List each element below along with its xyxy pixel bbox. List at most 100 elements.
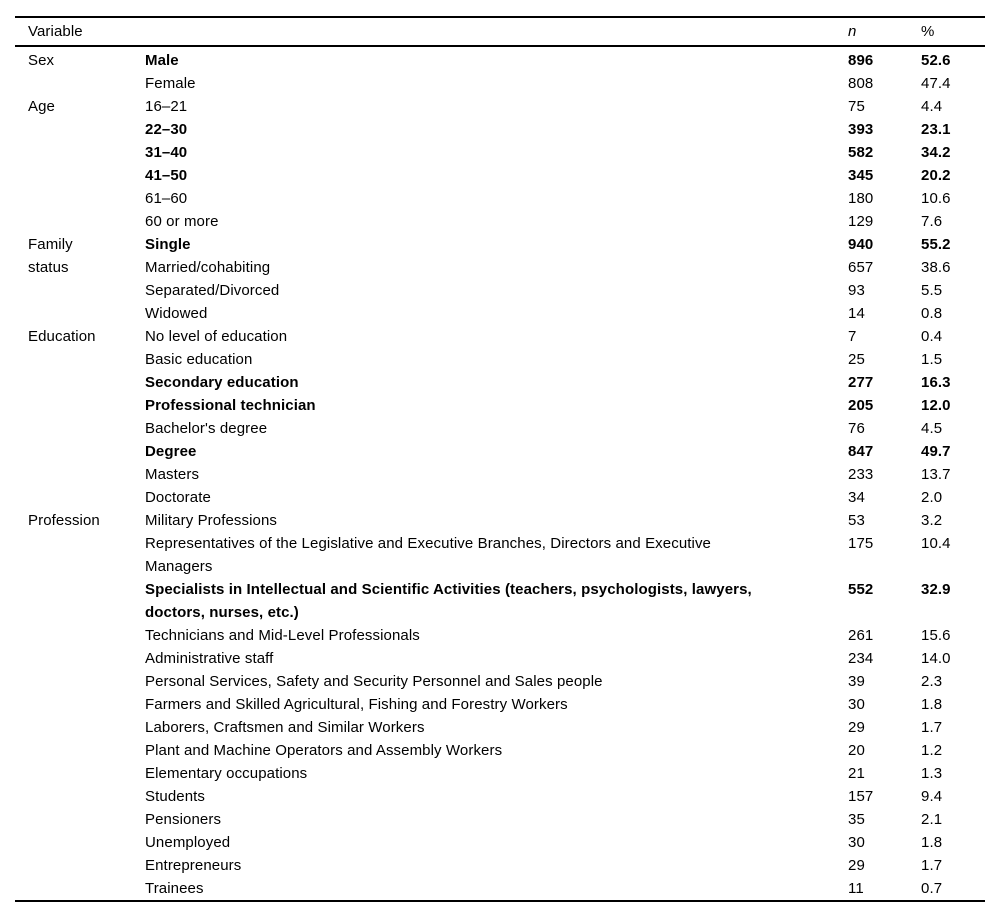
pct-value: 2.3 xyxy=(921,673,943,690)
pct-value: 32.9 xyxy=(921,581,951,598)
n-value: 53 xyxy=(848,512,865,529)
category-label: Trainees xyxy=(145,880,204,897)
n-value: 657 xyxy=(848,259,874,276)
category-label: Laborers, Craftsmen and Similar Workers xyxy=(145,719,425,736)
category-label: 16–21 xyxy=(145,98,188,115)
table-row: Professional technician 205 12.0 xyxy=(15,394,985,417)
pct-value: 34.2 xyxy=(921,144,951,161)
table-row: Farmers and Skilled Agricultural, Fishin… xyxy=(15,693,985,716)
category-label: Masters xyxy=(145,466,200,483)
table-row: 60 or more 129 7.6 xyxy=(15,210,985,233)
col-header-n: n xyxy=(848,17,922,47)
pct-value: 4.5 xyxy=(921,420,943,437)
pct-value: 5.5 xyxy=(921,282,943,299)
category-label: Students xyxy=(145,788,206,805)
table-row: Education No level of education 7 0.4 xyxy=(15,325,985,348)
table-row: Entrepreneurs 29 1.7 xyxy=(15,854,985,877)
n-value: 35 xyxy=(848,811,865,828)
category-label: Single xyxy=(145,236,191,253)
n-value: 393 xyxy=(848,121,874,138)
category-label: Married/cohabiting xyxy=(145,259,271,276)
pct-value: 7.6 xyxy=(921,213,943,230)
pct-value: 38.6 xyxy=(921,259,951,276)
table-row: Laborers, Craftsmen and Similar Workers 2… xyxy=(15,716,985,739)
pct-value: 1.5 xyxy=(921,351,943,368)
n-value: 20 xyxy=(848,742,865,759)
table-row: 61–60 180 10.6 xyxy=(15,187,985,210)
n-value: 29 xyxy=(848,857,865,874)
n-value: 940 xyxy=(848,236,874,253)
pct-value: 0.7 xyxy=(921,880,943,897)
group-label: Family status xyxy=(28,236,73,276)
pct-value: 10.6 xyxy=(921,190,951,207)
n-value: 180 xyxy=(848,190,874,207)
pct-value: 14.0 xyxy=(921,650,951,667)
table-row: Students 157 9.4 xyxy=(15,785,985,808)
category-label: Professional technician xyxy=(145,397,316,414)
category-label: 31–40 xyxy=(145,144,188,161)
pct-value: 55.2 xyxy=(921,236,951,253)
category-label: Unemployed xyxy=(145,834,231,851)
category-label: 60 or more xyxy=(145,213,219,230)
n-value: 25 xyxy=(848,351,865,368)
table-row: Bachelor's degree 76 4.5 xyxy=(15,417,985,440)
n-value: 808 xyxy=(848,75,874,92)
category-label: Military Professions xyxy=(145,512,278,529)
category-label: 22–30 xyxy=(145,121,188,138)
category-label: Plant and Machine Operators and Assembly… xyxy=(145,742,503,759)
pct-value: 20.2 xyxy=(921,167,951,184)
table-row: Married/cohabiting 657 38.6 xyxy=(15,256,985,279)
n-value: 582 xyxy=(848,144,874,161)
n-value: 93 xyxy=(848,282,865,299)
table-row: 41–50 345 20.2 xyxy=(15,164,985,187)
n-value: 261 xyxy=(848,627,874,644)
group-label: Sex xyxy=(28,52,55,69)
n-value: 11 xyxy=(848,880,864,897)
table-row: Masters 233 13.7 xyxy=(15,463,985,486)
category-label: Representatives of the Legislative and E… xyxy=(145,535,711,575)
table-row: Age 16–21 75 4.4 xyxy=(15,95,985,118)
category-label: Entrepreneurs xyxy=(145,857,242,874)
pct-value: 47.4 xyxy=(921,75,951,92)
category-label: No level of education xyxy=(145,328,288,345)
pct-value: 4.4 xyxy=(921,98,943,115)
pct-value: 15.6 xyxy=(921,627,951,644)
table-row: Trainees 11 0.7 xyxy=(15,877,985,901)
pct-value: 1.3 xyxy=(921,765,943,782)
pct-value: 1.8 xyxy=(921,696,943,713)
n-value: 129 xyxy=(848,213,874,230)
table-row: Unemployed 30 1.8 xyxy=(15,831,985,854)
table-row: 31–40 582 34.2 xyxy=(15,141,985,164)
n-value: 39 xyxy=(848,673,865,690)
table-row: Personal Services, Safety and Security P… xyxy=(15,670,985,693)
n-value: 552 xyxy=(848,581,874,598)
pct-value: 13.7 xyxy=(921,466,951,483)
category-label: Male xyxy=(145,52,179,69)
n-value: 76 xyxy=(848,420,865,437)
category-label: Female xyxy=(145,75,196,92)
table-row: Specialists in Intellectual and Scientif… xyxy=(15,578,985,624)
table-row: Basic education 25 1.5 xyxy=(15,348,985,371)
category-label: Basic education xyxy=(145,351,253,368)
n-value: 175 xyxy=(848,535,874,552)
table-row: Degree 847 49.7 xyxy=(15,440,985,463)
category-label: Widowed xyxy=(145,305,208,322)
category-label: 41–50 xyxy=(145,167,188,184)
table-row: Profession Military Professions 53 3.2 xyxy=(15,509,985,532)
category-label: Degree xyxy=(145,443,197,460)
table-row: Family status Single 940 55.2 xyxy=(15,233,985,276)
table-row: Widowed 14 0.8 xyxy=(15,302,985,325)
table-row: Sex Male 896 52.6 xyxy=(15,46,985,72)
n-value: 234 xyxy=(848,650,874,667)
table-body: Sex Male 896 52.6 Female 808 47.4 Age 16–21 75 4.4… xyxy=(15,46,985,901)
pct-value: 1.2 xyxy=(921,742,943,759)
category-label: Separated/Divorced xyxy=(145,282,280,299)
n-value: 30 xyxy=(848,696,865,713)
n-value: 21 xyxy=(848,765,865,782)
table-row: Representatives of the Legislative and E… xyxy=(15,532,985,578)
table-row: Technicians and Mid-Level Professionals 2… xyxy=(15,624,985,647)
group-label: Profession xyxy=(28,512,100,529)
n-value: 30 xyxy=(848,834,865,851)
category-label: Secondary education xyxy=(145,374,299,391)
